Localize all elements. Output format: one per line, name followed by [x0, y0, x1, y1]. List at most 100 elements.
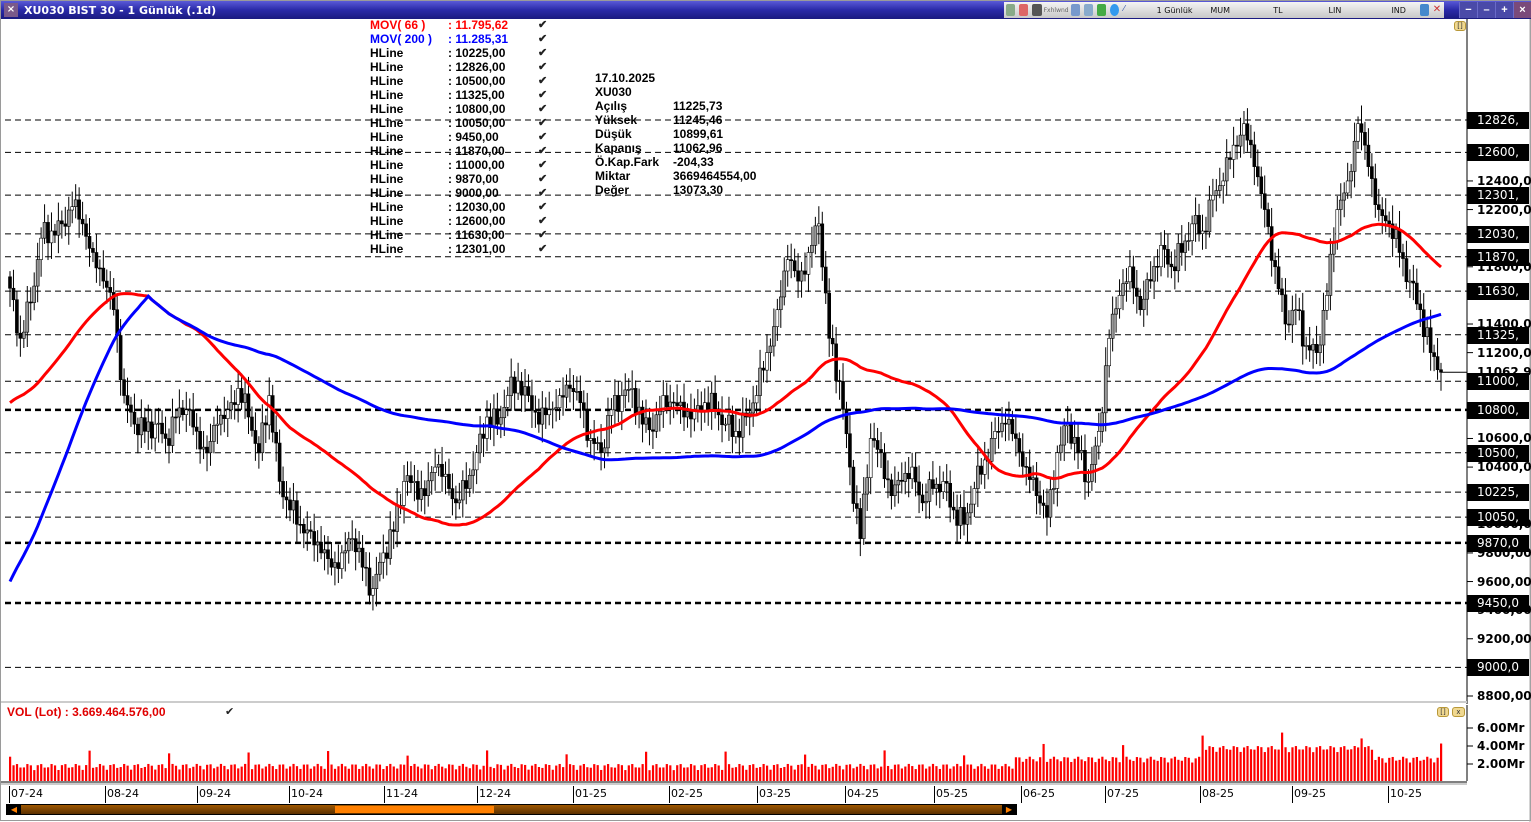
legend-row-mov66[interactable]: MOV( 66 ) : 11.795,62 ✔ [370, 18, 550, 32]
check-icon[interactable]: ✔ [538, 47, 548, 59]
check-icon[interactable]: ✔ [538, 89, 548, 101]
info-key: Değer [595, 183, 630, 197]
panel-toggle-icon[interactable]: [] [1454, 21, 1466, 31]
price-tick-label: 8800,00 [1477, 688, 1531, 703]
hline-price-tag: 10500, [1467, 444, 1529, 462]
legend-row-hline[interactable]: HLine: 9870,00 ✔ [370, 172, 550, 186]
time-tick-label: 04-25 [845, 786, 879, 803]
crosshair-icon[interactable] [1110, 4, 1120, 16]
legend-name: HLine [370, 102, 404, 116]
bar-info-panel: 17.10.2025 XU030 Açılış 11225,73 Yüksek 112… [595, 71, 756, 197]
legend-row-hline[interactable]: HLine: 11870,00 ✔ [370, 144, 550, 158]
price-chart[interactable] [1, 19, 1531, 822]
legend-name: HLine [370, 88, 404, 102]
chart-style-icon[interactable] [1083, 4, 1094, 16]
pencil-icon[interactable] [1097, 4, 1107, 16]
scroll-left-arrow-icon[interactable]: ◀ [7, 805, 21, 814]
price-tick-label: 10600,00 [1477, 431, 1531, 446]
horizontal-scrollbar[interactable]: ◀ ▶ [6, 804, 1017, 815]
check-icon[interactable]: ✔ [538, 103, 548, 115]
legend-value: : 10800,00 [448, 102, 506, 116]
line-tool-icon[interactable]: ⁄ [1123, 4, 1125, 13]
legend-name: HLine [370, 242, 404, 256]
chart-type-selector[interactable]: MUM [1210, 5, 1231, 15]
hline-price-tag: 11000, [1467, 373, 1529, 391]
volume-tick-label: 2.00Mr [1477, 757, 1525, 771]
time-tick-label: 11-24 [384, 786, 418, 803]
check-icon[interactable]: ✔ [538, 201, 548, 213]
check-icon[interactable]: ✔ [538, 19, 548, 31]
legend-value: : 9870,00 [448, 172, 499, 186]
scale-selector[interactable]: LIN [1328, 5, 1342, 15]
legend-row-hline[interactable]: HLine: 11630,00 ✔ [370, 228, 550, 242]
close-button[interactable]: × [1513, 2, 1531, 18]
info-value: -204,33 [673, 155, 714, 169]
symbol-icon[interactable] [1006, 4, 1016, 16]
info-value: 11245,46 [673, 113, 723, 127]
window-title: XU030 BIST 30 - 1 Günlük (.1d) [24, 3, 217, 17]
legend-value: : 10225,00 [448, 46, 506, 60]
legend-value: : 12030,00 [448, 200, 506, 214]
info-row: Düşük 10899,61 [595, 127, 756, 141]
scroll-right-arrow-icon[interactable]: ▶ [1002, 805, 1016, 814]
grid-icon[interactable] [1070, 4, 1080, 16]
window-icon[interactable] [1032, 4, 1042, 16]
check-icon[interactable]: ✔ [538, 61, 548, 73]
indicators-button[interactable]: IND [1391, 5, 1406, 15]
currency-selector[interactable]: TL [1273, 5, 1283, 15]
legend-value: : 12826,00 [448, 60, 506, 74]
info-value: 13073,30 [673, 183, 724, 197]
close-panel-icon[interactable]: x [1452, 707, 1465, 717]
legend-row-hline[interactable]: HLine: 9000,00 ✔ [370, 186, 550, 200]
check-icon[interactable]: ✔ [538, 173, 548, 185]
portfolio-icon[interactable] [1019, 4, 1029, 16]
check-icon[interactable]: ✔ [538, 159, 548, 171]
check-icon[interactable]: ✔ [538, 229, 548, 241]
check-icon[interactable]: ✔ [538, 117, 548, 129]
check-icon[interactable]: ✔ [538, 75, 548, 87]
arrow-icon[interactable] [1419, 4, 1429, 16]
legend-row-hline[interactable]: HLine: 10500,00 ✔ [370, 74, 550, 88]
legend-row-hline[interactable]: HLine : 10800,00 ✔ [370, 102, 550, 116]
check-icon[interactable]: ✔ [538, 187, 548, 199]
hline-price-tag: 11630, [1467, 283, 1529, 301]
maximize-button[interactable]: + [1495, 2, 1513, 18]
check-icon[interactable]: ✔ [225, 706, 235, 718]
legend-row-hline[interactable]: HLine: 10050,00 ✔ [370, 116, 550, 130]
legend-row-hline[interactable]: HLine : 10225,00 ✔ [370, 46, 550, 60]
check-icon[interactable]: ✔ [538, 33, 548, 45]
maximize-panel-icon[interactable]: [] [1437, 707, 1449, 717]
time-tick-label: 07-25 [1105, 786, 1139, 803]
check-icon[interactable]: ✔ [538, 243, 548, 255]
legend-name: HLine [370, 46, 404, 60]
legend-row-hline[interactable]: HLine: 12826,00 ✔ [370, 60, 550, 74]
restore-button[interactable]: – [1477, 2, 1495, 18]
legend-row-hline[interactable]: HLine: 9450,00 ✔ [370, 130, 550, 144]
legend-row-mov200[interactable]: MOV( 200 ) : 11.285,31 ✔ [370, 32, 550, 46]
scroll-thumb[interactable] [335, 806, 494, 813]
tools-icon[interactable]: ✕ [1432, 4, 1442, 15]
info-key: Miktar [595, 169, 631, 183]
legend-value: : 11325,00 [448, 88, 505, 102]
check-icon[interactable]: ✔ [538, 131, 548, 143]
check-icon[interactable]: ✔ [538, 215, 548, 227]
check-icon[interactable]: ✔ [538, 145, 548, 157]
close-icon[interactable]: × [4, 3, 18, 17]
legend-name: HLine [370, 144, 404, 158]
hline-price-tag: 12301, [1467, 187, 1529, 205]
legend-value: : 12600,00 [448, 214, 506, 228]
legend-row-hline[interactable]: HLine: 12030,00 ✔ [370, 200, 550, 214]
minimize-button[interactable]: − [1459, 2, 1477, 18]
indicator-legend: MOV( 66 ) : 11.795,62 ✔ MOV( 200 ) : 11.… [370, 18, 550, 256]
info-key: Açılış [595, 99, 628, 113]
legend-value: : 10500,00 [448, 74, 506, 88]
legend-row-hline[interactable]: HLine : 11325,00 ✔ [370, 88, 550, 102]
period-selector[interactable]: 1 Günlük [1156, 5, 1193, 15]
legend-row-hline[interactable]: HLine: 12301,00 ✔ [370, 242, 550, 256]
legend-row-hline[interactable]: HLine: 12600,00 ✔ [370, 214, 550, 228]
info-row: Yüksek 11245,46 [595, 113, 756, 127]
time-tick-label: 08-25 [1200, 786, 1234, 803]
small-label[interactable]: Fxhlwnd [1043, 6, 1069, 14]
legend-row-hline[interactable]: HLine: 11000,00 ✔ [370, 158, 550, 172]
info-row: Miktar 3669464554,00 [595, 169, 756, 183]
